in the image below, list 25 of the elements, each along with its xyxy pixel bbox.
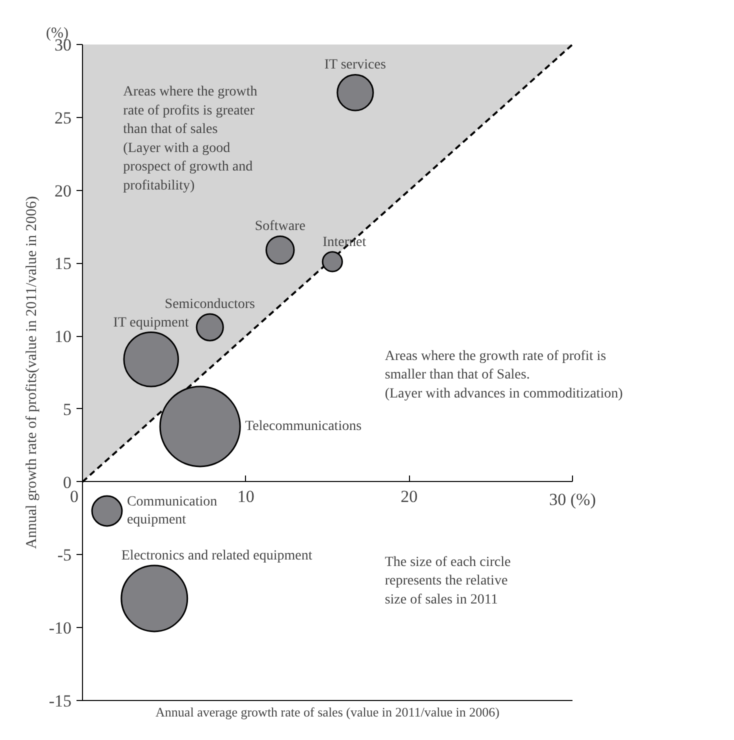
series-label: Software	[254, 219, 306, 234]
y-tick-label: 5	[63, 400, 72, 419]
y-tick-label: 10	[54, 327, 72, 346]
x-tick-label: 10	[237, 486, 254, 506]
y-tick-label: 25	[54, 108, 72, 128]
x-tick-label: 20	[400, 486, 418, 506]
y-tick-label: 15	[54, 254, 72, 274]
series-label: Semiconductors	[164, 297, 256, 312]
series-label: Telecommunications	[245, 418, 362, 434]
x-axis-title: Annual average growth rate of sales (value in 2011/value in 2006)	[156, 704, 500, 720]
y-tick-label: 0	[63, 472, 72, 492]
series-label: Electronics and related equipment	[121, 548, 312, 564]
y-tick-label: -5	[57, 546, 72, 565]
series-label: Communication equipment	[126, 494, 218, 528]
y-axis-title: Annual growth rate of profits(value in 2011/value in 2006)	[24, 196, 40, 549]
series-label: IT services	[324, 58, 386, 73]
y-tick-label: -15	[48, 692, 72, 710]
annotation: The size of each circle represents the relative size of sales in 2011	[384, 554, 511, 608]
annotation: Areas where the growth rate of profit is smaller than that of Sales. (Layer with advances in commoditization)	[384, 348, 624, 402]
annotation: Areas where the growth rate of profits is greater than that of sales (Layer with a good prospect of growth and profitability)	[123, 84, 258, 194]
series-label: Internet	[322, 234, 366, 250]
y-tick-label: 20	[54, 181, 72, 200]
x-tick-label: 30 (%)	[549, 490, 596, 509]
y-tick-label: -10	[48, 618, 72, 638]
series-label: IT equipment	[113, 315, 189, 330]
